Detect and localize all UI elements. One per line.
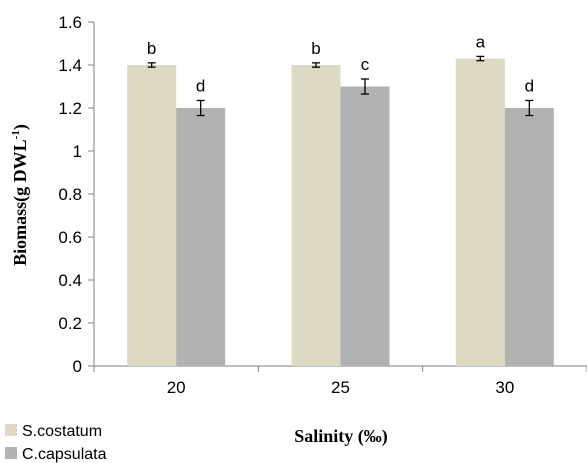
significance-letter: a [476, 32, 486, 51]
bar [455, 58, 505, 367]
bar [176, 108, 226, 366]
y-tick-label: 0.6 [58, 228, 82, 247]
y-tick-label: 1 [73, 142, 82, 161]
bars [127, 58, 554, 367]
y-tick-label: 0 [73, 357, 82, 376]
significance-labels: b d b c a d [147, 32, 534, 95]
y-tick-label: 0.8 [58, 185, 82, 204]
significance-letter: d [525, 76, 534, 95]
bar [504, 108, 554, 366]
x-axis: 20 25 30 [93, 365, 587, 397]
y-axis: 0 0.2 0.4 0.6 0.8 1 1.2 1.4 1.6 [58, 13, 95, 376]
bar [291, 65, 341, 366]
error-bars [147, 55, 534, 117]
legend-swatch [5, 447, 17, 459]
y-axis-title: Biomass(g DWL-1) [10, 124, 31, 266]
bar [127, 65, 177, 366]
y-tick-label: 0.4 [58, 271, 82, 290]
legend: S.costatum C.capsulata [5, 423, 107, 463]
x-tick-label: 30 [495, 378, 514, 397]
y-tick-label: 0.2 [58, 314, 82, 333]
x-axis-title: Salinity (‰) [294, 426, 388, 447]
legend-label: C.capsulata [22, 446, 107, 463]
y-tick-label: 1.6 [58, 13, 82, 32]
legend-swatch [5, 424, 17, 436]
legend-label: S.costatum [22, 423, 102, 440]
significance-letter: d [196, 76, 205, 95]
x-tick-label: 20 [167, 378, 186, 397]
y-tick-label: 1.2 [58, 99, 82, 118]
y-tick-label: 1.4 [58, 56, 82, 75]
significance-letter: b [311, 39, 320, 58]
bar [340, 86, 390, 366]
significance-letter: b [147, 39, 156, 58]
significance-letter: c [361, 55, 370, 74]
x-tick-label: 25 [331, 378, 350, 397]
